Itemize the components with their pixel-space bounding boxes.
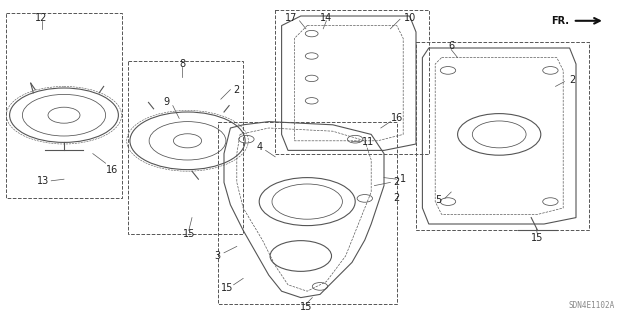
Text: FR.: FR. — [551, 16, 569, 26]
Text: 1: 1 — [400, 174, 406, 184]
Text: 3: 3 — [214, 251, 221, 261]
Text: 15: 15 — [531, 233, 544, 244]
Text: 9: 9 — [163, 97, 170, 108]
Text: 10: 10 — [403, 12, 416, 23]
Text: 2: 2 — [570, 75, 576, 85]
Text: 11: 11 — [362, 137, 374, 148]
Text: 14: 14 — [320, 12, 333, 23]
Text: 15: 15 — [182, 228, 195, 239]
Text: 2: 2 — [234, 84, 240, 95]
Text: 15: 15 — [300, 302, 312, 312]
Text: 16: 16 — [106, 164, 118, 175]
Text: 2: 2 — [394, 193, 400, 204]
Text: 15: 15 — [221, 283, 234, 293]
Text: 12: 12 — [35, 12, 48, 23]
Text: 8: 8 — [179, 59, 186, 69]
Text: SDN4E1102A: SDN4E1102A — [568, 301, 614, 310]
Text: 5: 5 — [435, 195, 442, 205]
Text: 13: 13 — [37, 176, 50, 186]
Text: 16: 16 — [390, 113, 403, 124]
Text: 4: 4 — [256, 142, 262, 152]
Text: 2: 2 — [394, 177, 400, 188]
Text: 17: 17 — [285, 12, 298, 23]
Text: 6: 6 — [448, 41, 454, 52]
